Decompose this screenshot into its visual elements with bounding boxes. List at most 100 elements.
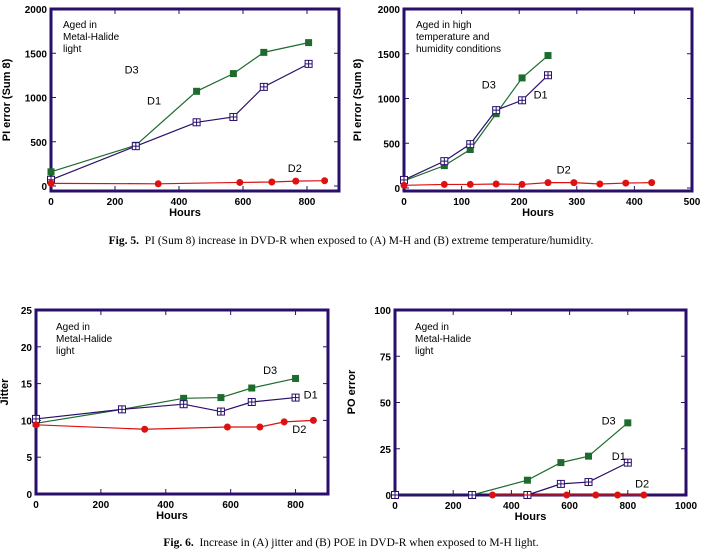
- series-label-D1: D1: [534, 90, 548, 102]
- series-D1: [32, 393, 300, 423]
- x-tick-label: 400: [626, 197, 643, 208]
- x-tick-label: 0: [401, 197, 407, 208]
- series-label-D3: D3: [263, 365, 277, 377]
- series-label-D2: D2: [635, 479, 649, 491]
- data-point-D2: [622, 179, 630, 187]
- x-tick-label: 600: [222, 500, 239, 511]
- data-point-D2: [280, 418, 288, 426]
- data-point-D1: [304, 59, 313, 68]
- y-tick-label: 1500: [25, 49, 48, 60]
- y-tick-label: 1000: [378, 95, 401, 106]
- data-point-D3: [248, 384, 256, 392]
- data-point-D2: [544, 179, 552, 187]
- series-D2: [32, 416, 317, 433]
- x-axis-title: Hours: [515, 511, 547, 523]
- figure-6-caption-text: Increase in (A) jitter and (B) POE in DV…: [199, 537, 539, 549]
- data-point-D1: [131, 142, 140, 151]
- x-axis-title: Hours: [522, 207, 554, 219]
- chart-fig6b: 0 200 400 600 800 1000 0 25 50 75 100 Hours PO error…: [346, 306, 698, 523]
- series-D3: [391, 419, 632, 499]
- data-point-D3: [180, 394, 188, 402]
- x-tick-label: 600: [235, 197, 252, 208]
- data-point-D1: [247, 398, 256, 406]
- data-point-D1: [468, 491, 477, 499]
- x-tick-label: 0: [33, 500, 39, 511]
- chart-annotation-line: light: [56, 346, 75, 357]
- data-point-D3: [260, 48, 268, 56]
- y-tick-label: 25: [21, 306, 33, 317]
- data-point-D2: [321, 177, 329, 185]
- data-point-D3: [466, 146, 474, 154]
- figure-6-caption: Fig. 6. Increase in (A) jitter and (B) P…: [0, 537, 702, 549]
- data-point-D2: [141, 425, 149, 433]
- data-point-D1: [584, 478, 593, 487]
- data-point-D3: [292, 374, 300, 382]
- series-D1: [400, 71, 552, 184]
- chart-annotation-line: Aged in: [63, 20, 97, 31]
- figure-6-label: Fig. 6.: [163, 537, 194, 549]
- data-point-D1: [291, 393, 300, 402]
- series-label-D1: D1: [304, 389, 318, 401]
- y-tick-label: 50: [380, 399, 392, 410]
- data-point-D2: [570, 179, 578, 187]
- x-tick-label: 200: [445, 501, 462, 512]
- chart-annotation-line: Metal-Halide: [63, 32, 120, 43]
- data-point-D1: [216, 407, 225, 416]
- figure-5-caption: Fig. 5. PI (Sum 8) increase in DVD-R whe…: [0, 235, 702, 247]
- data-point-D3: [518, 74, 526, 82]
- data-point-D1: [440, 157, 449, 166]
- chart-annotation-line: humidity conditions: [416, 44, 501, 55]
- x-tick-label: 100: [453, 197, 470, 208]
- y-axis-title: PI error (Sum 8): [1, 58, 13, 141]
- series-label-D3: D3: [482, 80, 496, 92]
- data-point-D2: [268, 178, 276, 186]
- series-D3: [47, 39, 313, 176]
- y-tick-label: 100: [374, 306, 391, 317]
- data-point-D3: [585, 452, 593, 460]
- series-line-D2: [50, 180, 325, 185]
- series-D1: [47, 59, 313, 184]
- series-label-D1: D1: [612, 451, 626, 463]
- y-axis-title: PI error (Sum 8): [352, 58, 364, 141]
- data-point-D2: [154, 180, 162, 188]
- chart-fig6a: 0 200 400 600 800 0 5 10 15 20 25 Hours Jitter Aged i…: [0, 306, 330, 522]
- plot-frame: [34, 308, 330, 496]
- x-tick-label: 500: [684, 197, 701, 208]
- data-point-D2: [400, 181, 408, 189]
- y-tick-label: 15: [21, 380, 33, 391]
- data-point-D1: [556, 479, 565, 488]
- x-tick-label: 400: [503, 501, 520, 512]
- chart-fig5a: 0 200 400 600 800 0 500 1000 1500 2000 Hours PI err…: [1, 5, 341, 219]
- chart-annotation-line: light: [415, 346, 434, 357]
- x-tick-label: 400: [157, 500, 174, 511]
- data-point-D3: [557, 459, 565, 467]
- data-point-D3: [305, 39, 313, 47]
- y-tick-label: 1500: [378, 50, 401, 61]
- data-point-D2: [614, 491, 622, 499]
- data-point-D1: [192, 118, 201, 127]
- chart-annotation-line: Metal-Halide: [56, 334, 113, 345]
- chart-annotation-line: Aged in: [56, 322, 90, 333]
- y-tick-label: 500: [30, 138, 47, 149]
- data-point-D1: [492, 106, 501, 115]
- data-point-D1: [466, 140, 475, 149]
- series-label-D3: D3: [602, 416, 616, 428]
- x-tick-label: 800: [287, 500, 304, 511]
- data-point-D2: [236, 178, 244, 186]
- series-label-D2: D2: [288, 163, 302, 175]
- data-point-D3: [624, 419, 632, 427]
- series-line-D1: [395, 462, 629, 496]
- data-point-D1: [117, 405, 126, 414]
- x-tick-label: 200: [93, 500, 110, 511]
- y-tick-label: 0: [394, 184, 400, 195]
- y-tick-label: 1000: [25, 94, 48, 105]
- y-tick-label: 500: [383, 139, 400, 150]
- series-D3: [400, 52, 552, 185]
- series-D2: [47, 177, 329, 188]
- y-axis-title: Jitter: [0, 378, 11, 406]
- chart-annotation-line: Metal-Halide: [415, 334, 472, 345]
- data-point-D1: [623, 458, 632, 467]
- x-axis-title: Hours: [169, 207, 201, 219]
- y-tick-label: 5: [26, 453, 32, 464]
- data-point-D3: [229, 70, 237, 78]
